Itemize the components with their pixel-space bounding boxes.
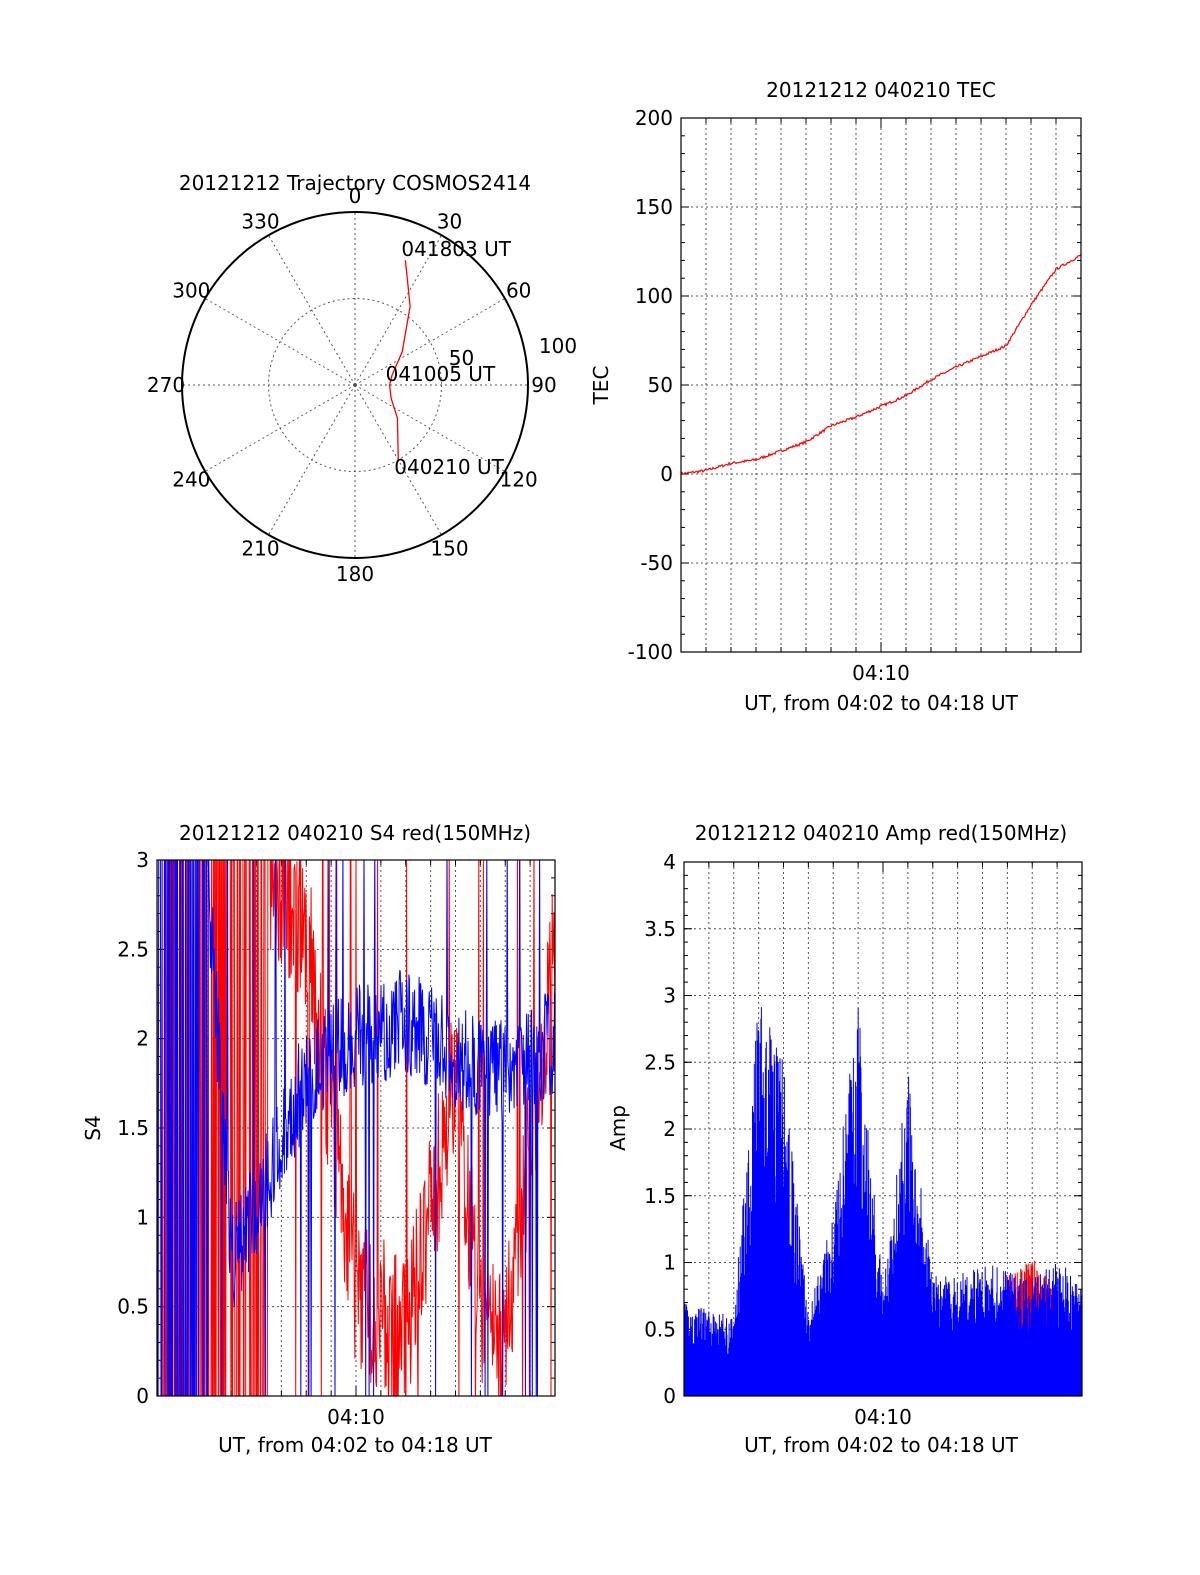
polar-time-annotation: 040210 UT (394, 455, 504, 479)
amp-ytick-label: 3.5 (644, 917, 676, 941)
s4-ytick-label: 1 (136, 1205, 149, 1229)
amp-ytick-label: 4 (663, 850, 676, 874)
tec-chart: 20121212 040210 TEC UT, from 04:02 to 04… (589, 78, 1082, 715)
polar-trajectory-series (388, 260, 411, 460)
polar-title: 20121212 Trajectory COSMOS2414 (179, 171, 531, 195)
polar-azimuth-label: 300 (172, 279, 210, 303)
amp-frame (683, 861, 1083, 1397)
tec-ylabel: TEC (589, 366, 613, 406)
polar-azimuth-labels: 0 30 60 90 120 150 180 210 240 270 300 330 (147, 184, 557, 586)
polar-azimuth-label: 90 (531, 373, 556, 397)
s4-plot-area: 0 0.5 1 1.5 2 2.5 3 04:10 (117, 848, 556, 1429)
tec-xlabel: UT, from 04:02 to 04:18 UT (744, 691, 1019, 715)
amp-xtick-label: 04:10 (854, 1405, 912, 1429)
s4-series-group (157, 860, 555, 1396)
amp-plot-area: 0 0.5 1 1.5 2 2.5 3 3.5 4 04:10 (644, 850, 1083, 1429)
polar-spoke (354, 384, 506, 472)
s4-series-line (157, 860, 555, 1396)
s4-xtick-label: 04:10 (327, 1405, 385, 1429)
s4-ylabel: S4 (81, 1115, 105, 1140)
s4-series-line (157, 860, 555, 1396)
s4-ytick-label: 0 (136, 1384, 149, 1408)
polar-radial-label: 50 (449, 346, 474, 370)
amp-ylabel: Amp (606, 1105, 630, 1151)
amp-series-stems (684, 1007, 1082, 1396)
polar-azimuth-label: 330 (241, 209, 279, 233)
s4-ytick-label: 0.5 (117, 1295, 149, 1319)
tec-frame (680, 117, 1082, 653)
tec-ytick-label: -100 (628, 640, 673, 664)
amp-ytick-label: 0.5 (644, 1317, 676, 1341)
tec-plot-area: -100 -50 0 50 100 150 200 04:10 (628, 106, 1082, 685)
polar-trajectory-chart: 20121212 Trajectory COSMOS2414 0 30 60 90 12… (147, 171, 577, 586)
s4-ytick-label: 2.5 (117, 937, 149, 961)
amp-chart: 20121212 040210 Amp red(150MHz) UT, from… (606, 821, 1083, 1457)
amp-ytick-label: 1 (663, 1251, 676, 1275)
polar-azimuth-label: 210 (241, 537, 279, 561)
polar-spoke (354, 298, 506, 386)
polar-time-annotation: 041803 UT (401, 237, 511, 261)
s4-chart: 20121212 040210 S4 red(150MHz) UT, from … (81, 821, 556, 1457)
amp-ytick-label: 1.5 (644, 1184, 676, 1208)
polar-azimuth-label: 30 (437, 209, 462, 233)
polar-azimuth-label: 150 (430, 537, 468, 561)
amp-ytick-label: 0 (663, 1384, 676, 1408)
polar-radial-labels: 50 100 (449, 334, 577, 370)
amp-xlabel: UT, from 04:02 to 04:18 UT (744, 1433, 1019, 1457)
amp-title: 20121212 040210 Amp red(150MHz) (695, 821, 1067, 845)
polar-azimuth-label: 60 (506, 279, 531, 303)
tec-ytick-label: 100 (635, 284, 673, 308)
polar-azimuth-label: 180 (336, 562, 374, 586)
polar-azimuth-label: 120 (500, 468, 538, 492)
s4-title: 20121212 040210 S4 red(150MHz) (179, 821, 531, 845)
polar-spoke (268, 234, 356, 386)
tec-xtick-label: 04:10 (852, 661, 910, 685)
s4-ytick-label: 2 (136, 1027, 149, 1051)
s4-ytick-label: 1.5 (117, 1116, 149, 1140)
polar-spoke (354, 384, 442, 536)
polar-spoke (204, 384, 356, 472)
tec-ytick-label: 0 (660, 462, 673, 486)
polar-spoke (354, 234, 442, 386)
amp-ytick-label: 2 (663, 1117, 676, 1141)
polar-trajectory-line (388, 260, 411, 460)
polar-outer-circle (181, 211, 529, 559)
polar-radial-label: 100 (539, 334, 577, 358)
amp-ytick-label: 2.5 (644, 1050, 676, 1074)
polar-azimuth-label: 270 (147, 373, 185, 397)
tec-ytick-label: -50 (640, 551, 673, 575)
tec-ytick-label: 150 (635, 195, 673, 219)
s4-xlabel: UT, from 04:02 to 04:18 UT (218, 1433, 493, 1457)
s4-ytick-label: 3 (136, 848, 149, 872)
s4-frame (156, 859, 556, 1397)
polar-spoke (268, 384, 356, 536)
polar-azimuth-label: 0 (349, 184, 362, 208)
tec-series-line (680, 254, 1082, 476)
tec-ytick-label: 50 (648, 373, 673, 397)
polar-grid (181, 211, 529, 559)
polar-azimuth-label: 240 (172, 468, 210, 492)
amp-series-group (684, 1007, 1082, 1396)
amp-ytick-label: 3 (663, 984, 676, 1008)
tec-title: 20121212 040210 TEC (766, 78, 996, 102)
polar-annotations: 041803 UT 041005 UT 040210 UT (386, 237, 512, 479)
polar-spoke (204, 298, 356, 386)
tec-ytick-label: 200 (635, 106, 673, 130)
polar-time-annotation: 041005 UT (386, 362, 496, 386)
